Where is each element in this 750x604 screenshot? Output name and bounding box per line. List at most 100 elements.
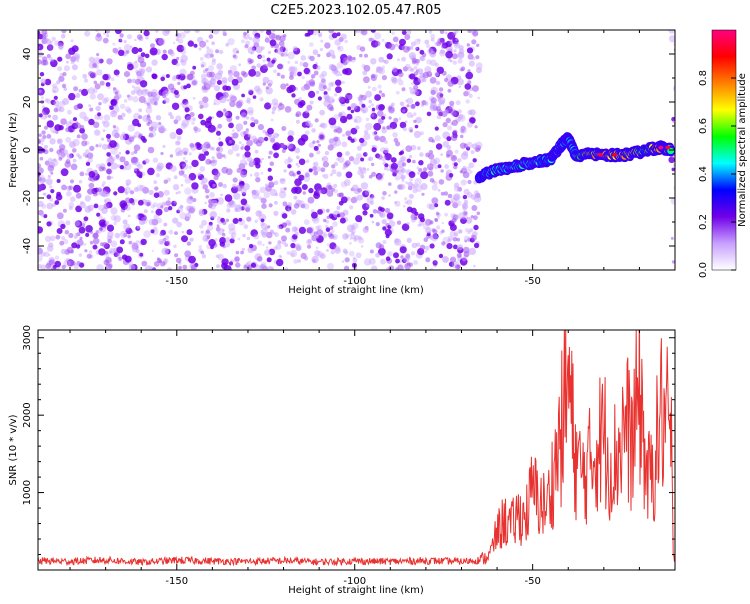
heatmap-cell [284, 106, 292, 113]
heatmap-cell [240, 170, 248, 178]
heatmap-cell [287, 222, 292, 227]
heatmap-cell [336, 62, 344, 69]
heatmap-cell [204, 53, 208, 58]
heatmap-cell [471, 205, 478, 211]
heatmap-cell [273, 132, 279, 139]
heatmap-cell [289, 71, 294, 76]
heatmap-cell [337, 46, 341, 50]
heatmap-cell [166, 240, 171, 245]
heatmap-cell [254, 149, 259, 154]
heatmap-cell [385, 256, 391, 262]
heatmap-cell [48, 242, 54, 248]
heatmap-cell [447, 88, 452, 93]
heatmap-cell [388, 182, 392, 186]
heatmap-cell [341, 141, 348, 148]
heatmap-cell [42, 192, 46, 196]
heatmap-cell [381, 127, 388, 134]
heatmap-cell [192, 65, 197, 70]
heatmap-cell [306, 226, 315, 234]
heatmap-cell [188, 207, 195, 214]
heatmap-cell [216, 152, 223, 160]
heatmap-cell [216, 63, 223, 70]
heatmap-cell [148, 126, 154, 132]
heatmap-cell [419, 217, 425, 223]
heatmap-cell [153, 96, 159, 103]
heatmap-cell [261, 55, 265, 59]
heatmap-cell [260, 171, 264, 175]
heatmap-cell [93, 80, 98, 85]
heatmap-cell [597, 153, 603, 157]
heatmap-cell [51, 58, 54, 62]
heatmap-cell [55, 234, 61, 240]
heatmap-cell [96, 229, 102, 234]
heatmap-cell [412, 159, 416, 164]
heatmap-cell [309, 55, 315, 62]
heatmap-cell [367, 85, 371, 89]
heatmap-cell [433, 181, 438, 186]
heatmap-cell [106, 58, 113, 65]
heatmap-cell [376, 173, 384, 182]
heatmap-cell [356, 153, 362, 160]
heatmap-cell [342, 68, 348, 75]
heatmap-cell [473, 264, 476, 268]
heatmap-cell [440, 153, 444, 156]
heatmap-cell [38, 113, 43, 118]
heatmap-cell [472, 30, 479, 37]
heatmap-cell [95, 240, 98, 244]
heatmap-cell [193, 43, 198, 48]
heatmap-cell [190, 70, 195, 76]
heatmap-cell [140, 52, 146, 58]
heatmap-cell [440, 49, 445, 54]
heatmap-cell [400, 106, 408, 114]
heatmap-cell [406, 112, 413, 118]
heatmap-cell [400, 175, 405, 180]
heatmap-cell [457, 58, 463, 64]
heatmap-cell [333, 245, 341, 252]
heatmap-cell [300, 55, 307, 61]
heatmap-cell [52, 158, 57, 162]
heatmap-cell [336, 205, 341, 210]
heatmap-cell [350, 103, 356, 109]
heatmap-cell [264, 37, 270, 43]
heatmap-cell [301, 86, 306, 92]
heatmap-cell [294, 147, 301, 154]
heatmap-cell [439, 49, 446, 57]
heatmap-cell [127, 78, 132, 84]
heatmap-cell [268, 203, 273, 208]
heatmap-cell [459, 257, 468, 266]
heatmap-cell [312, 161, 319, 168]
heatmap-cell [462, 165, 467, 170]
y-tick-label: -40 [22, 238, 33, 254]
heatmap-cell [673, 41, 675, 47]
heatmap-cell [188, 165, 192, 169]
heatmap-cell [307, 196, 315, 204]
heatmap-cell [408, 171, 416, 179]
heatmap-cell [398, 265, 404, 270]
heatmap-cell [62, 72, 67, 77]
heatmap-cell [391, 31, 395, 35]
heatmap-cell [161, 247, 169, 255]
heatmap-cell [452, 60, 457, 65]
y-tick-label: 3000 [22, 325, 33, 350]
heatmap-cell [400, 174, 406, 180]
heatmap-cell [75, 192, 82, 199]
heatmap-cell [60, 33, 66, 39]
heatmap-cell [320, 39, 324, 43]
heatmap-cell [344, 265, 350, 270]
heatmap-cell [48, 253, 51, 257]
heatmap-cell [434, 62, 440, 67]
heatmap-cell [393, 252, 399, 259]
heatmap-cell [41, 96, 44, 99]
heatmap-cell [353, 199, 357, 203]
heatmap-cell [260, 221, 265, 227]
heatmap-cell [62, 208, 67, 213]
heatmap-cell [315, 225, 320, 230]
heatmap-cell [38, 89, 44, 95]
heatmap-cell [371, 86, 377, 92]
heatmap-cell [81, 140, 88, 147]
heatmap-cell [434, 126, 439, 131]
y-tick-label: 2000 [22, 402, 33, 427]
heatmap-cell [346, 113, 353, 120]
heatmap-cell [235, 184, 243, 192]
heatmap-cell [329, 242, 337, 250]
